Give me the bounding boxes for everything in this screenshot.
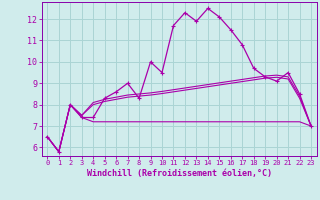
X-axis label: Windchill (Refroidissement éolien,°C): Windchill (Refroidissement éolien,°C) <box>87 169 272 178</box>
